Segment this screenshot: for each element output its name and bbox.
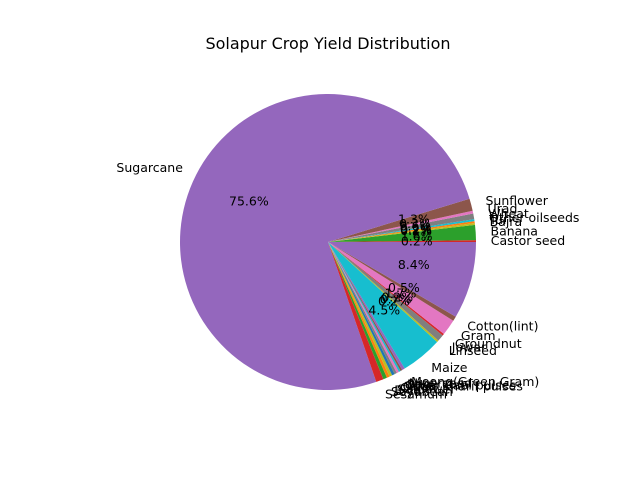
- slice-label-moong-green-gram: Moong(Green Gram): [411, 374, 539, 389]
- slice-label-other-oilseeds: Other oilseeds: [489, 210, 579, 225]
- pie-labels: Castor seed 0.2% Banana 1.6% Bajra 0.2% Tur 0.2…: [116, 160, 579, 401]
- slice-label-other-rabi-pulses: Other Rabi pulses: [405, 378, 516, 393]
- slice-label-wheat: Wheat: [488, 206, 529, 221]
- pct-label-unlabeled-25: 8.4%: [398, 257, 430, 272]
- slice-other-kharif-pulses-14: [328, 242, 397, 375]
- pct-label-sugarcane-8: 75.6%: [229, 194, 269, 209]
- pct-label-urad-6: 0.3%: [399, 216, 431, 231]
- slice-label-onion: Onion: [400, 380, 437, 395]
- slice-sugarcane-8: [180, 94, 470, 391]
- slice-urad-6: [328, 210, 474, 242]
- slice-label-bajra: Bajra: [490, 214, 523, 229]
- slice-label-gram: Gram: [461, 328, 496, 343]
- slice-other-oilseeds-4: [328, 219, 475, 242]
- slice-label-sunflower: Sunflower: [486, 193, 549, 208]
- slice-onion-13: [328, 242, 395, 376]
- pct-label-jowar-21: 0.7%: [380, 292, 412, 307]
- slice-label-nigerseed: Nigerseed: [409, 375, 472, 390]
- slice-label-ragi: Ragi: [407, 376, 434, 391]
- pct-label-castor-seed-0: 0.2%: [401, 233, 433, 248]
- pct-label-sunflower-7: 1.3%: [398, 212, 430, 227]
- pct-label-banana-1: 1.6%: [401, 228, 433, 243]
- slice-label-urad: Urad: [488, 201, 518, 216]
- slice-rice-11: [328, 242, 390, 378]
- slice-label-groundnut: Groundnut: [455, 336, 522, 351]
- slice-sunflower-7: [328, 198, 473, 242]
- pct-label-groundnut-22: 0.2%: [381, 290, 413, 305]
- slice-sesamum-9: [328, 242, 384, 382]
- slice-label-rice: Rice: [394, 383, 421, 398]
- slice-soyabean-10: [328, 242, 387, 380]
- slice-cotton-lint-24: [328, 242, 456, 321]
- pie-slices: [180, 94, 477, 391]
- slice-label-sugarcane: Sugarcane: [116, 160, 183, 175]
- slice-other-rabi-pulses-15: [328, 242, 399, 374]
- slice-linseed-20: [328, 242, 439, 342]
- slice-label-soyabean: Soyabean: [391, 384, 453, 399]
- slice-label-linseed: Linseed: [449, 343, 497, 358]
- pct-label-cotton-lint-24: 0.5%: [388, 280, 420, 295]
- pct-label-wheat-5: 0.6%: [400, 219, 432, 234]
- slice-safflower-12: [328, 242, 393, 377]
- pct-label-linseed-20: 0.2%: [378, 294, 410, 309]
- pct-label-tur-3: 0.2%: [400, 222, 432, 237]
- slice-ragi-16: [328, 242, 401, 372]
- slice-label-sesamum: Sesamum: [385, 387, 447, 402]
- slice-label-safflower: Safflower: [397, 381, 456, 396]
- slice-gram-23: [328, 242, 454, 335]
- slice-castor-seed-0: [328, 240, 477, 242]
- slice-bajra-2: [328, 222, 475, 242]
- pct-label-gram-23: 1.7%: [385, 285, 417, 300]
- slice-label-jowar: Jowar: [451, 340, 487, 355]
- slice-maize-19: [328, 242, 438, 369]
- slice-tur-3: [328, 221, 475, 242]
- pct-label-bajra-2: 0.2%: [400, 223, 432, 238]
- slice-label-tur: Tur: [488, 212, 509, 227]
- slice-groundnut-22: [328, 242, 444, 336]
- pct-label-other-oilseeds-4: 0.2%: [400, 221, 432, 236]
- slice-unlabeled-25: [328, 242, 476, 317]
- pct-label-maize-19: 4.5%: [368, 303, 400, 318]
- slice-label-other-kharif-pulses: Other Kharif pulses: [403, 379, 523, 394]
- slice-banana-1: [328, 224, 476, 242]
- slice-label-cotton-lint: Cotton(lint): [467, 318, 538, 333]
- slice-wheat-5: [328, 213, 475, 242]
- slice-label-castor-seed: Castor seed: [491, 233, 565, 248]
- slice-label-maize: Maize: [431, 360, 467, 375]
- slice-jowar-21: [328, 242, 443, 341]
- slice-label-banana: Banana: [491, 224, 538, 239]
- slice-nigerseed-17: [328, 242, 403, 371]
- slice-moong-green-gram-18: [328, 242, 405, 371]
- chart-title: Solapur Crop Yield Distribution: [205, 34, 450, 53]
